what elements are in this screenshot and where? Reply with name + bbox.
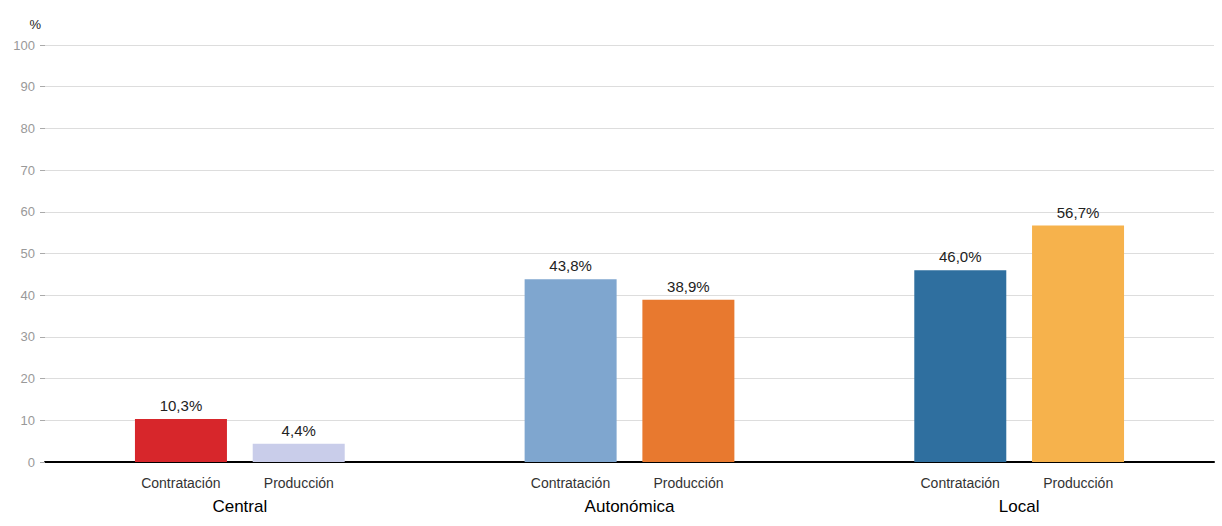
svg-text:Central: Central [212, 497, 267, 516]
svg-text:Contratación: Contratación [531, 475, 610, 491]
svg-text:20: 20 [21, 371, 35, 386]
svg-text:70: 70 [21, 163, 35, 178]
svg-text:4,4%: 4,4% [282, 422, 316, 439]
svg-text:90: 90 [21, 79, 35, 94]
svg-text:80: 80 [21, 121, 35, 136]
svg-text:50: 50 [21, 246, 35, 261]
svg-text:%: % [29, 17, 41, 32]
svg-text:40: 40 [21, 288, 35, 303]
svg-text:10,3%: 10,3% [160, 397, 203, 414]
svg-text:60: 60 [21, 204, 35, 219]
svg-text:56,7%: 56,7% [1057, 204, 1100, 221]
svg-text:Producción: Producción [653, 475, 723, 491]
svg-text:30: 30 [21, 329, 35, 344]
svg-text:43,8%: 43,8% [549, 257, 592, 274]
svg-text:46,0%: 46,0% [939, 248, 982, 265]
svg-text:Producción: Producción [264, 475, 334, 491]
svg-text:Contratación: Contratación [920, 475, 999, 491]
svg-text:Producción: Producción [1043, 475, 1113, 491]
svg-text:10: 10 [21, 413, 35, 428]
svg-text:Autonómica: Autonómica [585, 497, 675, 516]
svg-text:0: 0 [28, 455, 35, 470]
svg-text:Local: Local [999, 497, 1040, 516]
svg-text:100: 100 [13, 38, 35, 53]
svg-text:Contratación: Contratación [141, 475, 220, 491]
svg-text:38,9%: 38,9% [667, 278, 710, 295]
